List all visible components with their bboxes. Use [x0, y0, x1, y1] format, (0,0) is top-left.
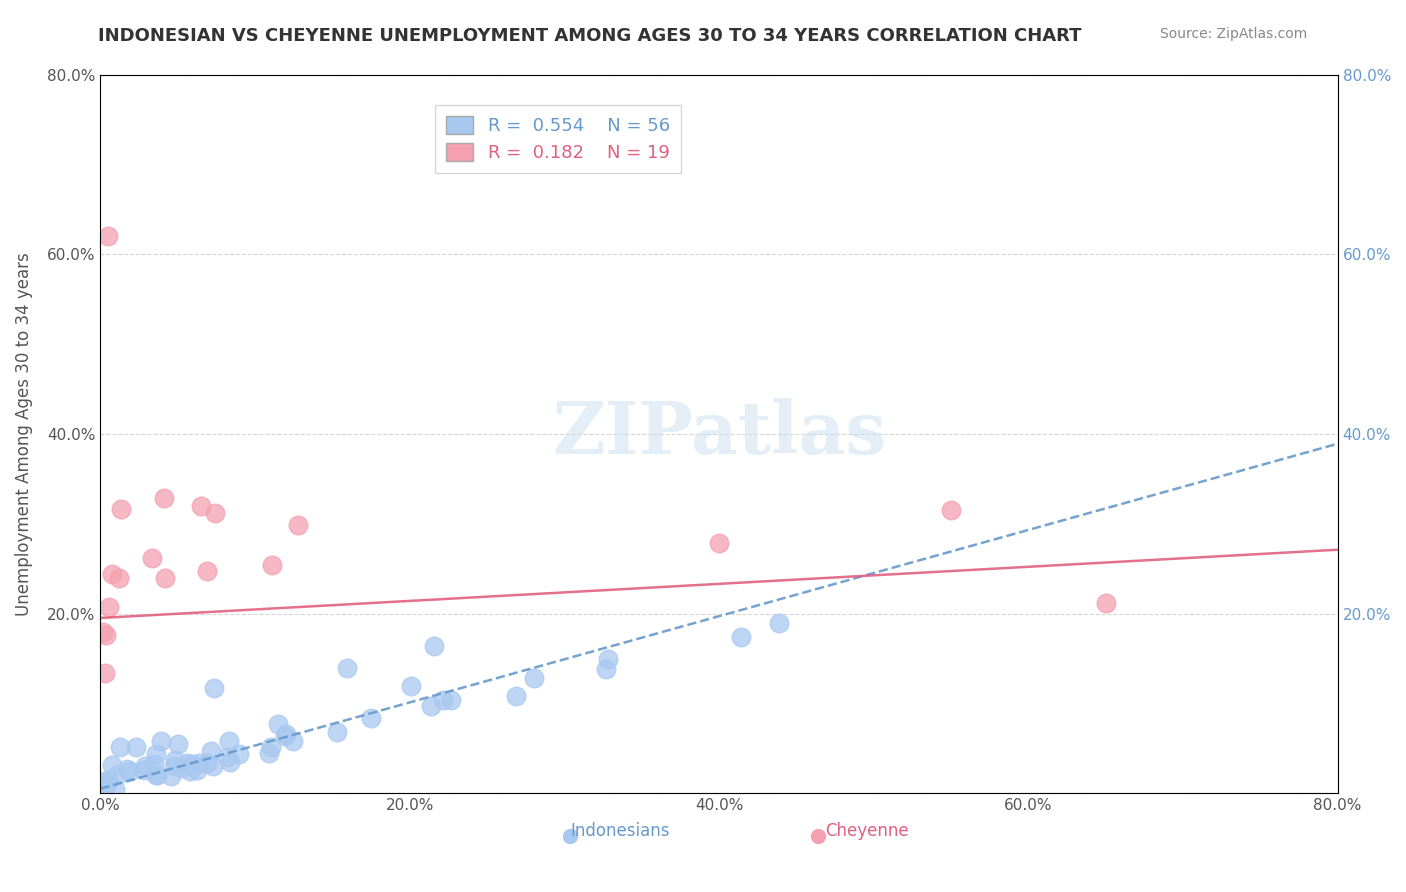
- Point: [146, 768, 169, 782]
- Point: [190, 499, 212, 513]
- Point: [152, 491, 174, 505]
- Point: [336, 661, 359, 675]
- Point: [141, 551, 163, 566]
- Text: ZIPatlas: ZIPatlas: [553, 399, 886, 469]
- Point: [939, 502, 962, 516]
- Point: [188, 756, 211, 771]
- Point: [134, 759, 156, 773]
- Point: [103, 782, 125, 797]
- Point: [215, 750, 238, 764]
- Point: [200, 744, 222, 758]
- Point: [179, 764, 201, 778]
- Point: [598, 652, 620, 666]
- Point: [218, 756, 240, 770]
- Point: [118, 764, 141, 779]
- Point: [432, 693, 454, 707]
- Point: [90, 775, 112, 789]
- Point: [283, 733, 305, 747]
- Point: [399, 680, 422, 694]
- Point: [94, 628, 117, 642]
- Text: Cheyenne: Cheyenne: [825, 822, 910, 840]
- Point: [420, 698, 443, 713]
- Point: [260, 558, 283, 573]
- Point: [228, 747, 250, 761]
- Y-axis label: Unemployment Among Ages 30 to 34 years: Unemployment Among Ages 30 to 34 years: [15, 252, 32, 615]
- Point: [145, 768, 167, 782]
- Point: [90, 779, 112, 793]
- Point: [440, 693, 463, 707]
- Point: [91, 624, 114, 639]
- Point: [110, 502, 132, 516]
- Point: [162, 759, 184, 773]
- Point: [145, 747, 167, 761]
- Point: [97, 229, 120, 244]
- Point: [149, 734, 172, 748]
- Point: [218, 733, 240, 747]
- Point: [125, 739, 148, 754]
- Point: [276, 727, 298, 741]
- Point: [160, 769, 183, 783]
- Point: [134, 763, 156, 777]
- Point: [1094, 596, 1116, 610]
- Point: [595, 662, 617, 676]
- Point: [707, 535, 730, 549]
- Text: INDONESIAN VS CHEYENNE UNEMPLOYMENT AMONG AGES 30 TO 34 YEARS CORRELATION CHART: INDONESIAN VS CHEYENNE UNEMPLOYMENT AMON…: [98, 27, 1083, 45]
- Point: [142, 757, 165, 772]
- Text: Indonesians: Indonesians: [571, 822, 669, 840]
- Point: [287, 518, 309, 533]
- Legend: R =  0.554    N = 56, R =  0.182    N = 19: R = 0.554 N = 56, R = 0.182 N = 19: [436, 105, 681, 173]
- Point: [105, 768, 128, 782]
- Point: [108, 739, 131, 754]
- Point: [176, 756, 198, 771]
- Point: [170, 761, 193, 775]
- Point: [523, 671, 546, 685]
- Point: [768, 615, 790, 630]
- Point: [163, 752, 186, 766]
- Point: [195, 564, 218, 578]
- Point: [204, 507, 226, 521]
- Point: [267, 717, 290, 731]
- Point: [96, 776, 118, 790]
- Point: [186, 763, 208, 777]
- Point: [100, 567, 122, 582]
- Point: [259, 740, 281, 755]
- Point: [360, 711, 382, 725]
- Point: [115, 762, 138, 776]
- Point: [326, 724, 349, 739]
- Point: [167, 737, 190, 751]
- Point: [195, 756, 218, 771]
- Point: [153, 570, 176, 584]
- Text: Source: ZipAtlas.com: Source: ZipAtlas.com: [1160, 27, 1308, 41]
- Point: [101, 757, 124, 772]
- Point: [181, 757, 204, 772]
- Point: [108, 571, 131, 585]
- Point: [274, 729, 297, 743]
- Point: [97, 772, 120, 787]
- Point: [201, 759, 224, 773]
- Point: [730, 630, 752, 644]
- Point: [202, 681, 225, 695]
- Point: [423, 640, 446, 654]
- Point: [94, 666, 117, 681]
- Point: [257, 746, 280, 760]
- Point: [505, 689, 527, 703]
- Point: [98, 600, 121, 615]
